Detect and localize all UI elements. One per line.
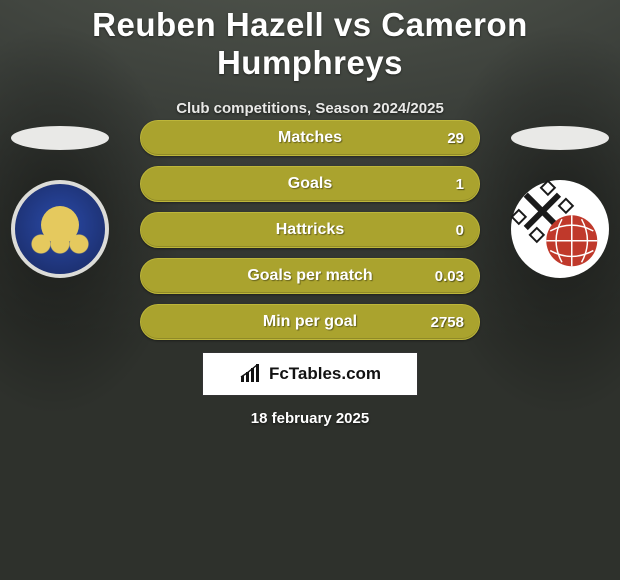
subtitle: Club competitions, Season 2024/2025	[0, 100, 620, 117]
page-title: Reuben Hazell vs Cameron Humphreys	[0, 0, 620, 82]
branding-box: FcTables.com	[202, 352, 418, 396]
club-badge-right	[511, 180, 609, 278]
player-left	[10, 126, 110, 278]
stat-row: Min per goal 2758	[140, 304, 480, 340]
stat-row: Goals per match 0.03	[140, 258, 480, 294]
club-badge-left	[11, 180, 109, 278]
bar-chart-icon	[239, 364, 263, 384]
main-container: Reuben Hazell vs Cameron Humphreys Club …	[0, 0, 620, 580]
branding-text: FcTables.com	[269, 364, 381, 384]
stat-row: Hattricks 0	[140, 212, 480, 248]
stat-label: Goals per match	[140, 258, 480, 294]
mill-ball-icon	[511, 180, 609, 278]
avatar-placeholder	[511, 126, 609, 150]
stat-label: Matches	[140, 120, 480, 156]
avatar-placeholder	[11, 126, 109, 150]
stats-list: Matches 29 Goals 1 Hattricks 0 Goals per…	[140, 120, 480, 350]
stat-value: 29	[447, 120, 464, 156]
stat-value: 1	[456, 166, 464, 202]
stat-label: Min per goal	[140, 304, 480, 340]
stat-value: 2758	[431, 304, 464, 340]
stat-label: Hattricks	[140, 212, 480, 248]
date-label: 18 february 2025	[0, 410, 620, 427]
stat-value: 0.03	[435, 258, 464, 294]
stat-label: Goals	[140, 166, 480, 202]
stat-value: 0	[456, 212, 464, 248]
player-right	[510, 126, 610, 278]
stat-row: Matches 29	[140, 120, 480, 156]
stat-row: Goals 1	[140, 166, 480, 202]
